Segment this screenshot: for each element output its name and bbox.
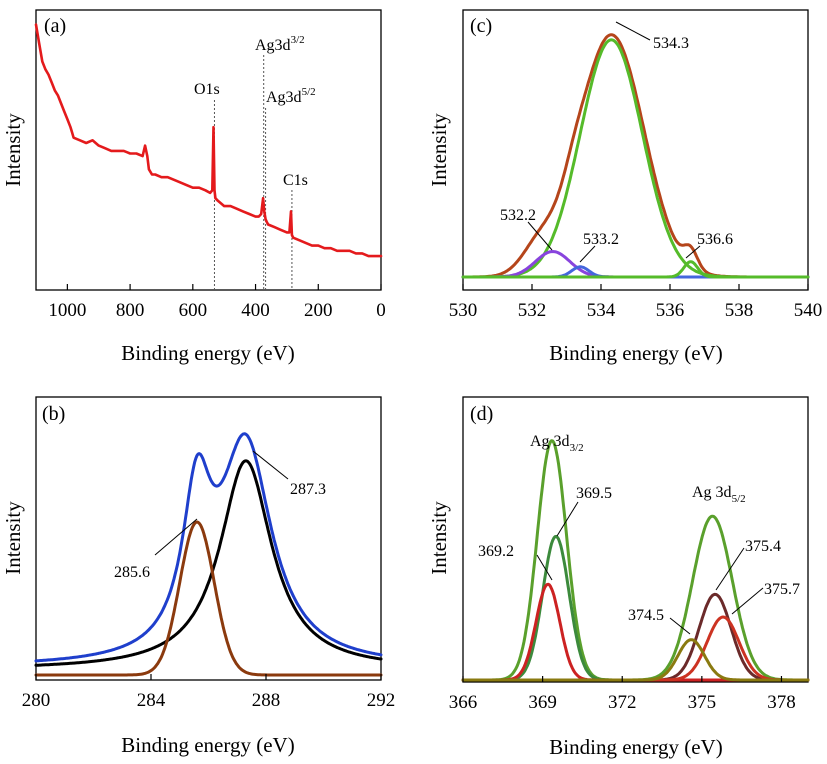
panel-c-ylabel: Intensity: [427, 113, 451, 187]
arrow-534-3: [615, 21, 651, 41]
panel-b-ylabel: Intensity: [1, 501, 25, 575]
arrow-374-5: [669, 617, 691, 635]
series-envelope: [34, 432, 383, 663]
arrow-285-6: [154, 518, 198, 556]
ann-534-3: 534.3: [653, 35, 689, 52]
panel-a: (a) O1s Ag3d3/2 Ag3d5/2 C1s 1000 800 600 40…: [1, 9, 386, 365]
panel-a-ylabel: Intensity: [1, 113, 25, 187]
tick-label: 538: [725, 300, 754, 321]
ann-285-6: 285.6: [114, 564, 150, 581]
tick-label: 530: [449, 300, 478, 321]
panel-d-frame: [462, 396, 809, 683]
tick-label: 0: [376, 300, 386, 321]
arrow-375-4: [715, 547, 745, 591]
tick-label: 532: [518, 300, 547, 321]
tick-label: 372: [608, 692, 637, 713]
tick-label: 536: [656, 300, 685, 321]
panel-c-label: (c): [470, 15, 492, 37]
marker-c1s: C1s: [283, 172, 308, 189]
panel-b-frame: [35, 396, 382, 681]
tick-label: 288: [252, 690, 281, 711]
ann-533-2: 533.2: [583, 231, 619, 248]
tick-label: 292: [367, 690, 396, 711]
tick-label: 200: [304, 300, 333, 321]
tick-label: 600: [179, 300, 208, 321]
peak-label-ag3d52: Ag 3d5/2: [692, 484, 746, 505]
panel-d-ylabel: Intensity: [427, 501, 451, 575]
tick-label: 369: [528, 692, 557, 713]
arrow-536-6: [685, 245, 701, 259]
marker-ag3d52: Ag3d5/2: [266, 86, 316, 106]
panel-a-xlabel: Binding energy (eV): [121, 341, 294, 365]
ann-375-7: 375.7: [764, 581, 800, 598]
panel-c-frame: [462, 9, 809, 291]
ann-374-5: 374.5: [628, 607, 664, 624]
ann-369-2: 369.2: [478, 543, 514, 560]
series-287-3-component: [34, 459, 383, 667]
series-envelope: [461, 439, 810, 682]
peak-label-ag3d32: Ag 3d3/2: [530, 433, 584, 454]
arrow-369-2: [536, 554, 553, 581]
tick-label: 534: [587, 300, 616, 321]
arrow-369-5: [556, 501, 579, 537]
panel-d-xlabel: Binding energy (eV): [549, 735, 722, 759]
ann-287-3: 287.3: [290, 481, 326, 498]
panel-a-frame: [35, 9, 382, 291]
tick-label: 800: [116, 300, 145, 321]
series-envelope: [461, 33, 810, 279]
tick-label: 378: [767, 692, 796, 713]
series-534-3: [461, 38, 810, 279]
panel-b-xlabel: Binding energy (eV): [121, 733, 294, 757]
ann-369-5: 369.5: [576, 485, 612, 502]
panel-b-label: (b): [42, 403, 65, 425]
marker-ag3d32: Ag3d3/2: [255, 34, 305, 54]
marker-o1s: O1s: [194, 81, 220, 98]
panel-d: (d) Ag 3d3/2 Ag 3d5/2 369.5 369.2 375.4 …: [427, 396, 810, 759]
tick-label: 1000: [48, 300, 86, 321]
ann-375-4: 375.4: [745, 538, 781, 555]
arrow-375-7: [731, 587, 764, 615]
tick-label: 400: [241, 300, 270, 321]
panel-c: (c) 534.3 532.2 533.2 536.6 530 532 534 536…: [427, 9, 823, 365]
tick-label: 540: [794, 300, 823, 321]
tick-label: 375: [688, 692, 717, 713]
tick-label: 280: [22, 690, 51, 711]
arrow-533-2: [579, 245, 596, 263]
series-536-6: [461, 260, 810, 279]
ann-532-2: 532.2: [500, 207, 536, 224]
panel-c-xlabel: Binding energy (eV): [549, 341, 722, 365]
panel-d-label: (d): [470, 403, 493, 425]
ann-536-6: 536.6: [697, 231, 733, 248]
panel-b: (b) 287.3 285.6 280 284 288 292 Binding ene…: [1, 396, 396, 757]
series-374-5: [461, 638, 810, 682]
tick-label: 366: [449, 692, 478, 713]
arrow-532-2: [527, 221, 553, 251]
arrow-287-3: [252, 450, 289, 480]
tick-label: 284: [137, 690, 166, 711]
panel-a-survey-line: [34, 23, 383, 258]
panel-a-label: (a): [44, 15, 66, 37]
series-285-6-component: [34, 520, 383, 677]
